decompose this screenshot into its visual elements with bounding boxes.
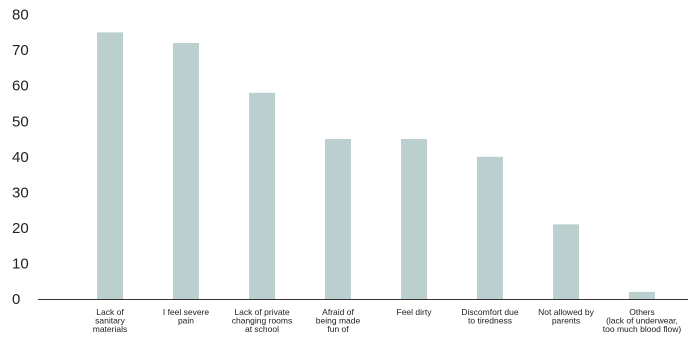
x-axis-labels: Lack of sanitary materials I feel severe pai… [93, 307, 682, 334]
x-tick-label-line: (lack of underwear, [606, 316, 678, 326]
y-tick-label: 60 [12, 78, 29, 95]
x-tick-label-line: to tiredness [468, 316, 512, 326]
x-tick-label: Lack of private changing rooms at school [232, 307, 292, 334]
x-tick-label-line: I feel severe [163, 307, 210, 317]
bar [325, 139, 351, 299]
x-tick-label-line: fun of [327, 324, 349, 334]
y-tick-label: 20 [12, 220, 29, 237]
bar [401, 139, 427, 299]
x-tick-label-line: Lack of private [234, 307, 290, 317]
y-axis-ticks: 0 10 20 30 40 50 60 70 80 [12, 7, 29, 308]
x-tick-label-line: Discomfort due [461, 307, 518, 317]
x-tick-label-line: changing rooms [232, 316, 292, 326]
x-tick-label-line: being made [316, 316, 361, 326]
bar [249, 92, 275, 299]
x-tick-label-line: Lack of [96, 307, 124, 317]
x-tick-label: I feel severe pain [163, 307, 210, 326]
y-tick-label: 0 [12, 291, 20, 308]
bar [629, 291, 655, 299]
x-tick-label-line: at school [245, 324, 279, 334]
x-tick-label-line: sanitary [95, 316, 126, 326]
x-tick-label: Not allowed by parents [538, 307, 595, 326]
x-tick-label-line: too much blood flow) [603, 324, 682, 334]
x-tick-label-line: Feel dirty [397, 307, 433, 317]
bar [477, 156, 503, 299]
y-tick-label: 10 [12, 255, 29, 272]
x-tick-label-line: Others [629, 307, 655, 317]
x-tick-label: Others (lack of underwear, too much blood … [603, 307, 682, 334]
x-tick-label: Discomfort due to tiredness [461, 307, 518, 326]
x-tick-label-line: parents [552, 316, 580, 326]
y-tick-label: 70 [12, 42, 29, 59]
x-tick-label-line: Afraid of [322, 307, 354, 317]
x-tick-label: Lack of sanitary materials [93, 307, 127, 334]
x-tick-label: Afraid of being made fun of [316, 307, 361, 334]
y-tick-label: 50 [12, 113, 29, 130]
bar [97, 32, 123, 299]
x-tick-label: Feel dirty [397, 307, 433, 317]
y-tick-label: 80 [12, 7, 29, 24]
bar [173, 43, 199, 299]
bars [97, 32, 655, 299]
x-tick-label-line: pain [178, 316, 194, 326]
x-tick-label-line: materials [93, 324, 127, 334]
y-tick-label: 30 [12, 184, 29, 201]
bar [553, 224, 579, 299]
y-tick-label: 40 [12, 149, 29, 166]
x-tick-label-line: Not allowed by [538, 307, 595, 317]
